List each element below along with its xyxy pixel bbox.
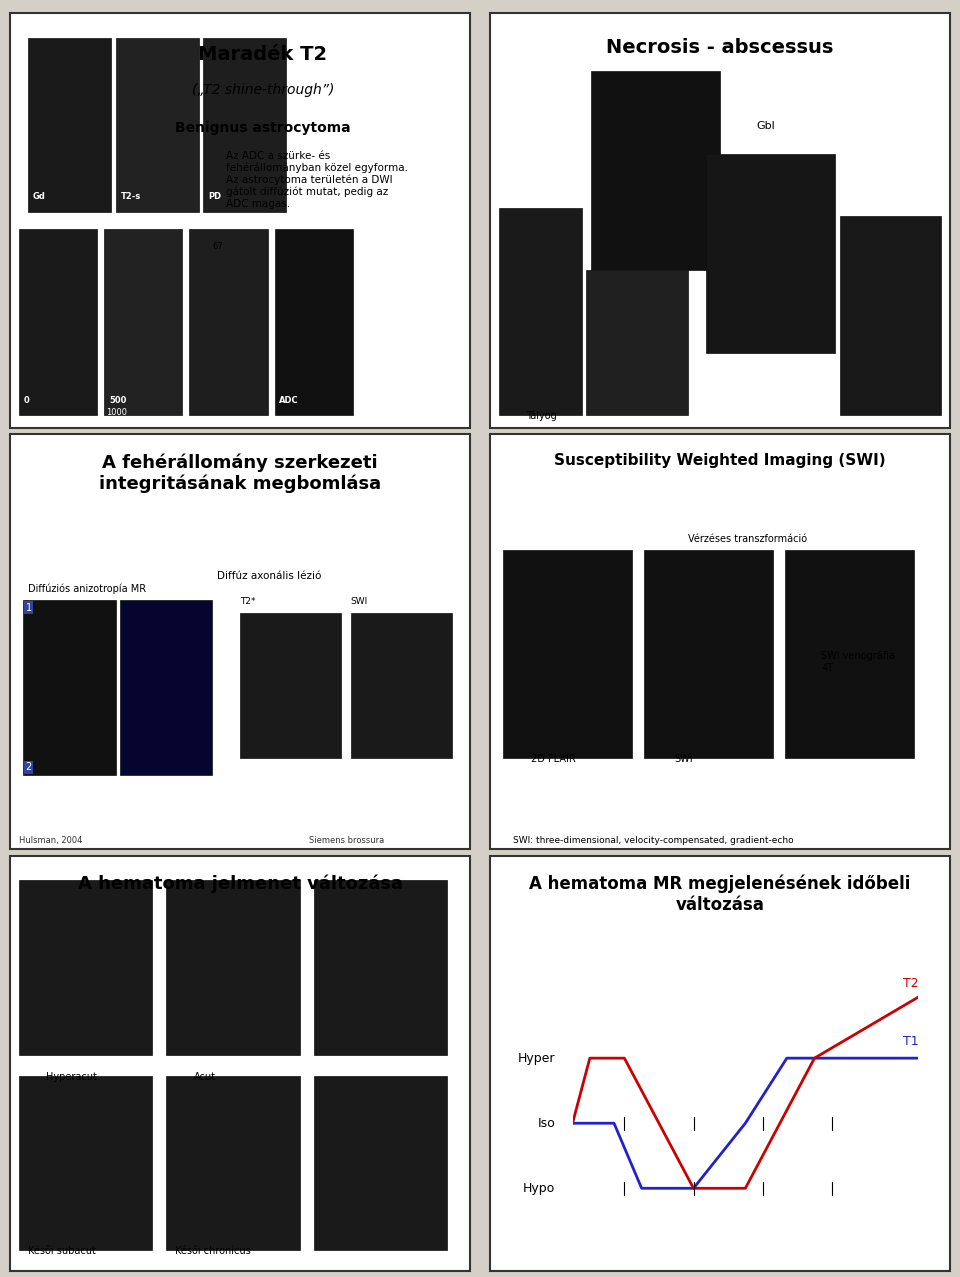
Text: Susceptibility Weighted Imaging (SWI): Susceptibility Weighted Imaging (SWI) xyxy=(554,453,886,469)
FancyBboxPatch shape xyxy=(840,216,941,415)
Text: Vérzéses transzformáció: Vérzéses transzformáció xyxy=(687,534,806,544)
Text: Hulsman, 2004: Hulsman, 2004 xyxy=(19,836,83,845)
Text: T2-s: T2-s xyxy=(120,193,140,202)
Text: 1: 1 xyxy=(26,603,32,613)
FancyBboxPatch shape xyxy=(189,229,268,415)
Text: Acut: Acut xyxy=(194,1071,216,1082)
FancyBboxPatch shape xyxy=(490,856,950,1271)
FancyBboxPatch shape xyxy=(784,550,914,757)
FancyBboxPatch shape xyxy=(707,155,835,352)
Text: PD: PD xyxy=(208,193,221,202)
FancyBboxPatch shape xyxy=(166,1075,300,1250)
Text: SWI venográfia
4T: SWI venográfia 4T xyxy=(822,651,896,673)
Text: Siemens brossura: Siemens brossura xyxy=(309,836,384,845)
Text: 2: 2 xyxy=(26,762,32,773)
FancyBboxPatch shape xyxy=(499,208,582,415)
FancyBboxPatch shape xyxy=(591,70,720,269)
FancyBboxPatch shape xyxy=(240,613,342,757)
Text: Maradék T2: Maradék T2 xyxy=(199,45,327,64)
FancyBboxPatch shape xyxy=(23,600,115,774)
Text: 1000: 1000 xyxy=(107,409,128,418)
Text: A hematoma MR megjelenésének időbeli
változása: A hematoma MR megjelenésének időbeli vál… xyxy=(529,875,911,914)
FancyBboxPatch shape xyxy=(19,1075,153,1250)
FancyBboxPatch shape xyxy=(350,613,452,757)
Text: SWI: SWI xyxy=(674,753,692,764)
Text: ADC: ADC xyxy=(279,396,299,405)
Text: 67: 67 xyxy=(212,243,223,252)
Text: A fehérállomány szerkezeti
integritásának megbomlása: A fehérállomány szerkezeti integritásána… xyxy=(99,453,381,493)
Text: („T2 shine-through”): („T2 shine-through”) xyxy=(192,83,334,97)
Text: Diffúz axonális lézió: Diffúz axonális lézió xyxy=(217,571,322,581)
Text: Tályog: Tályog xyxy=(526,411,557,421)
Text: Benignus astrocytoma: Benignus astrocytoma xyxy=(176,121,350,135)
Text: Késői subacut: Késői subacut xyxy=(28,1246,96,1257)
FancyBboxPatch shape xyxy=(587,269,687,415)
Text: SWI: three-dimensional, velocity-compensated, gradient-echo: SWI: three-dimensional, velocity-compens… xyxy=(513,836,793,845)
Text: Hyper: Hyper xyxy=(517,1052,555,1065)
FancyBboxPatch shape xyxy=(314,1075,447,1250)
FancyBboxPatch shape xyxy=(104,229,182,415)
Text: Hypo: Hypo xyxy=(523,1181,555,1195)
FancyBboxPatch shape xyxy=(314,881,447,1055)
Text: Necrosis - abscessus: Necrosis - abscessus xyxy=(607,38,833,57)
Text: Gd: Gd xyxy=(33,193,46,202)
FancyBboxPatch shape xyxy=(120,600,212,774)
FancyBboxPatch shape xyxy=(115,37,199,212)
FancyBboxPatch shape xyxy=(10,856,470,1271)
Text: Az ADC a szürke- és
fehérállományban közel egyforma.
Az astrocytoma területén a : Az ADC a szürke- és fehérállományban köz… xyxy=(227,151,408,209)
Text: Késői chronicus: Késői chronicus xyxy=(176,1246,252,1257)
Text: 2D FLAIR: 2D FLAIR xyxy=(531,753,576,764)
FancyBboxPatch shape xyxy=(166,881,300,1055)
Text: Gbl: Gbl xyxy=(756,121,776,132)
Text: Iso: Iso xyxy=(538,1116,555,1130)
FancyBboxPatch shape xyxy=(644,550,773,757)
FancyBboxPatch shape xyxy=(19,881,153,1055)
FancyBboxPatch shape xyxy=(28,37,111,212)
Text: T1: T1 xyxy=(903,1036,919,1048)
FancyBboxPatch shape xyxy=(19,229,97,415)
Text: T2: T2 xyxy=(903,977,919,990)
FancyBboxPatch shape xyxy=(490,434,950,849)
Text: SWI: SWI xyxy=(350,598,368,607)
FancyBboxPatch shape xyxy=(490,13,950,428)
Text: 0: 0 xyxy=(24,396,30,405)
FancyBboxPatch shape xyxy=(204,37,286,212)
FancyBboxPatch shape xyxy=(10,434,470,849)
Text: T2*: T2* xyxy=(240,598,255,607)
Text: A hematoma jelmenet változása: A hematoma jelmenet változása xyxy=(78,875,402,893)
FancyBboxPatch shape xyxy=(275,229,353,415)
Text: Diffúziós anizotropía MR: Diffúziós anizotropía MR xyxy=(28,584,146,594)
Text: Hyperacut: Hyperacut xyxy=(46,1071,97,1082)
FancyBboxPatch shape xyxy=(10,13,470,428)
FancyBboxPatch shape xyxy=(503,550,633,757)
Text: 500: 500 xyxy=(108,396,126,405)
